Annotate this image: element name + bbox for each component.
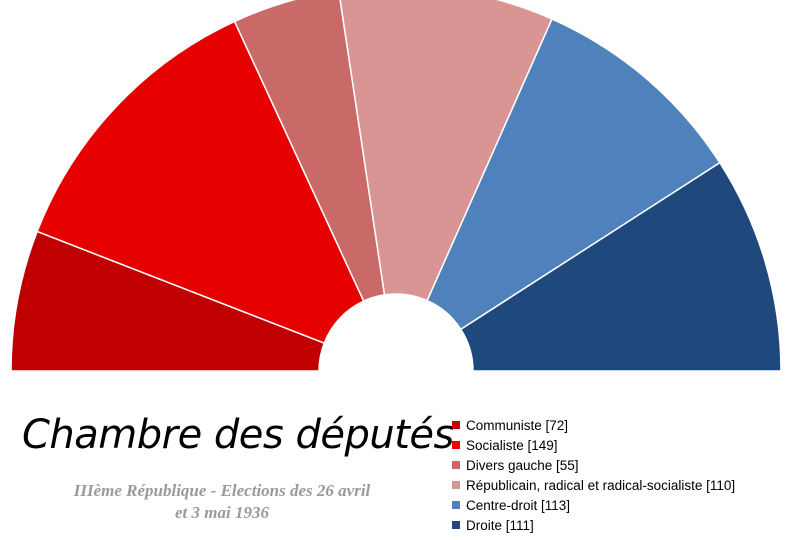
subtitle-line-1: IIIème République - Elections des 26 avr…: [73, 481, 371, 500]
slice-divers-gauche: [233, 0, 386, 303]
legend-item-droite: Droite [111]: [452, 515, 735, 535]
slice-communiste: [10, 230, 326, 372]
legend-item-centre-droit: Centre-droit [113]: [452, 495, 735, 515]
legend-swatch: [452, 421, 460, 429]
legend-label: Socialiste [149]: [466, 437, 558, 453]
legend-label: Divers gauche [55]: [466, 457, 579, 473]
chart-subtitle: IIIème République - Elections des 26 avr…: [22, 480, 422, 524]
legend-swatch: [452, 521, 460, 529]
legend-item-radical: Républicain, radical et radical-socialis…: [452, 475, 735, 495]
chart-title: Chambre des députés: [22, 412, 454, 458]
subtitle-line-2: et 3 mai 1936: [175, 503, 269, 522]
chart-legend: Communiste [72] Socialiste [149] Divers …: [452, 415, 735, 535]
legend-label: Droite [111]: [466, 517, 534, 533]
slice-socialiste: [36, 20, 365, 345]
legend-item-divers-gauche: Divers gauche [55]: [452, 455, 735, 475]
legend-label: Communiste [72]: [466, 417, 569, 433]
legend-swatch: [452, 461, 460, 469]
legend-swatch: [452, 481, 460, 489]
legend-item-socialiste: Socialiste [149]: [452, 435, 735, 455]
slice-r-publicain-radical-et-radical-socialiste: [339, 0, 553, 302]
legend-label: Centre-droit [113]: [466, 497, 571, 513]
legend-item-communiste: Communiste [72]: [452, 415, 735, 435]
legend-swatch: [452, 441, 460, 449]
slice-droite: [459, 161, 782, 372]
slice-centre-droit: [426, 18, 721, 331]
legend-swatch: [452, 501, 460, 509]
legend-label: Républicain, radical et radical-socialis…: [466, 477, 736, 493]
